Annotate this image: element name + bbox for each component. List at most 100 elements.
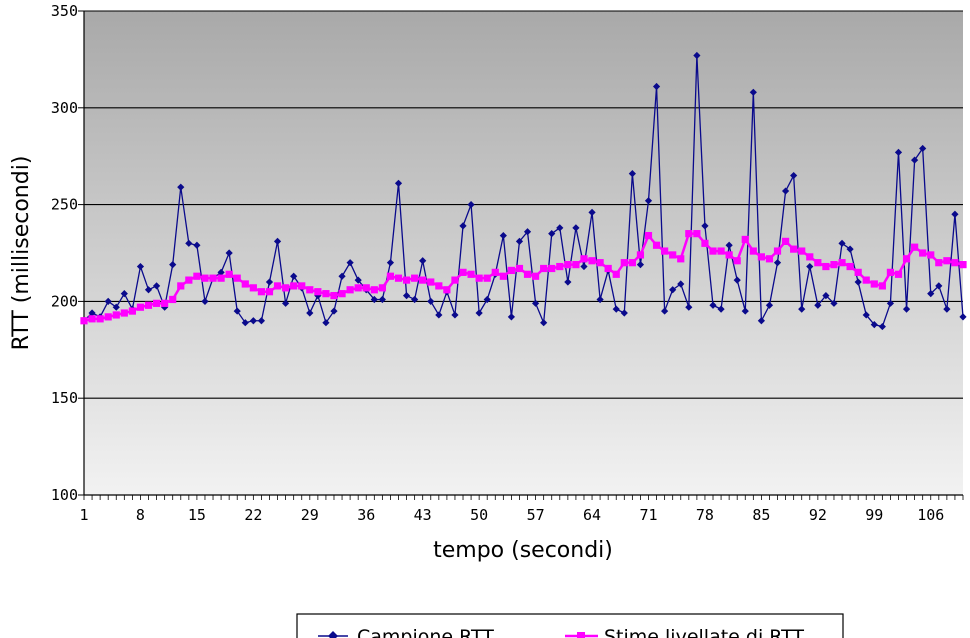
data-point-campione bbox=[822, 291, 830, 300]
data-point-stime bbox=[572, 261, 580, 269]
series-stime-livellate bbox=[80, 230, 967, 325]
y-tick-label: 250 bbox=[51, 196, 78, 214]
data-point-campione bbox=[193, 241, 201, 249]
data-point-campione bbox=[701, 222, 709, 230]
data-point-stime bbox=[298, 282, 306, 290]
data-point-stime bbox=[854, 268, 862, 276]
series-campione-rtt bbox=[80, 51, 967, 331]
data-point-stime bbox=[96, 315, 104, 323]
data-point-campione bbox=[451, 311, 459, 319]
data-point-campione bbox=[902, 305, 911, 313]
data-point-campione bbox=[693, 51, 701, 60]
data-point-campione bbox=[749, 88, 757, 96]
data-point-campione bbox=[459, 222, 467, 230]
data-point-stime bbox=[927, 251, 935, 259]
data-point-campione bbox=[733, 276, 741, 284]
data-point-stime bbox=[306, 286, 314, 294]
data-point-campione bbox=[330, 307, 338, 315]
data-point-stime bbox=[846, 262, 854, 271]
x-tick-label: 106 bbox=[917, 506, 944, 524]
data-point-campione bbox=[830, 299, 838, 307]
data-point-stime bbox=[701, 239, 709, 247]
x-tick-label: 1 bbox=[79, 506, 88, 524]
data-point-stime bbox=[273, 282, 282, 290]
data-point-campione bbox=[177, 183, 185, 191]
data-point-campione bbox=[911, 156, 919, 164]
data-point-stime bbox=[620, 259, 628, 267]
data-point-campione bbox=[846, 245, 854, 253]
data-point-campione bbox=[169, 261, 177, 269]
data-point-stime bbox=[443, 286, 451, 294]
data-point-stime bbox=[862, 276, 870, 284]
data-point-stime bbox=[548, 264, 556, 273]
data-point-campione bbox=[241, 319, 249, 327]
x-tick-label: 8 bbox=[136, 506, 145, 524]
data-point-campione bbox=[636, 261, 645, 269]
data-point-stime bbox=[128, 307, 136, 315]
data-point-campione bbox=[878, 322, 886, 331]
data-point-campione bbox=[370, 295, 378, 304]
x-tick-label: 29 bbox=[301, 506, 319, 524]
data-point-stime bbox=[152, 299, 161, 307]
x-tick-label: 57 bbox=[527, 506, 545, 524]
data-point-stime bbox=[822, 262, 830, 271]
data-point-stime bbox=[161, 299, 169, 307]
data-point-campione bbox=[314, 291, 322, 300]
data-point-stime bbox=[725, 251, 733, 259]
x-tick-label: 36 bbox=[357, 506, 375, 524]
data-point-stime bbox=[136, 303, 145, 311]
data-point-stime bbox=[717, 247, 725, 255]
legend-square-marker bbox=[577, 632, 585, 638]
data-point-campione bbox=[499, 231, 507, 240]
data-point-stime bbox=[265, 288, 274, 296]
data-point-stime bbox=[467, 270, 475, 278]
data-point-stime bbox=[201, 274, 209, 282]
data-point-stime bbox=[475, 274, 483, 282]
x-axis-ticks: 1 8 15 22 29 36 43 50 57 64 71 78 85 92 99 106 bbox=[79, 495, 964, 524]
legend-item-campione: Campione RTT bbox=[318, 626, 494, 638]
data-point-stime bbox=[814, 259, 822, 267]
data-point-stime bbox=[588, 257, 596, 265]
data-point-stime bbox=[894, 270, 903, 278]
data-point-stime bbox=[636, 251, 645, 259]
data-point-campione bbox=[475, 309, 483, 317]
legend-diamond-marker bbox=[328, 631, 338, 638]
data-point-campione bbox=[290, 272, 298, 280]
data-point-stime bbox=[402, 276, 411, 284]
data-point-stime bbox=[902, 255, 911, 263]
data-point-campione bbox=[507, 313, 516, 321]
data-point-stime bbox=[911, 243, 919, 251]
data-point-stime bbox=[144, 301, 153, 309]
y-tick-label: 350 bbox=[51, 2, 78, 20]
data-point-campione bbox=[685, 303, 693, 311]
data-point-stime bbox=[709, 247, 717, 255]
plot-area bbox=[84, 11, 963, 495]
data-point-stime bbox=[427, 278, 435, 286]
data-point-campione bbox=[854, 278, 862, 286]
data-point-stime bbox=[459, 268, 467, 276]
data-point-campione bbox=[838, 239, 846, 247]
data-point-stime bbox=[282, 284, 290, 292]
y-tick-label: 150 bbox=[51, 389, 78, 407]
data-point-campione bbox=[394, 179, 403, 187]
data-point-stime bbox=[919, 249, 927, 257]
data-point-stime bbox=[765, 255, 774, 263]
data-point-campione bbox=[523, 228, 532, 236]
data-point-campione bbox=[386, 259, 395, 267]
data-point-stime bbox=[88, 315, 96, 323]
data-point-campione bbox=[935, 282, 943, 290]
x-tick-label: 92 bbox=[809, 506, 827, 524]
data-point-campione bbox=[661, 307, 669, 315]
data-point-stime bbox=[120, 309, 128, 317]
data-point-campione bbox=[322, 319, 330, 327]
data-point-campione bbox=[217, 268, 225, 276]
data-point-campione bbox=[201, 297, 209, 305]
legend-box bbox=[296, 613, 844, 638]
x-tick-label: 43 bbox=[414, 506, 432, 524]
data-point-stime bbox=[225, 270, 233, 278]
data-point-stime bbox=[233, 274, 241, 282]
data-point-campione bbox=[741, 307, 749, 315]
data-point-campione bbox=[620, 309, 628, 317]
data-point-campione bbox=[427, 297, 435, 305]
legend-label-stime: Stime livellate di RTT bbox=[604, 626, 804, 638]
